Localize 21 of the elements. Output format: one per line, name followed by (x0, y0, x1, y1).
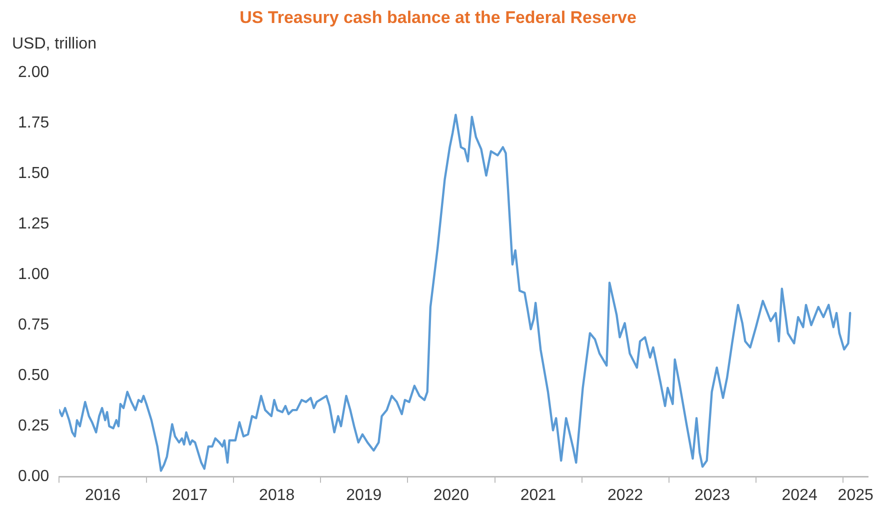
y-tick-label: 1.75 (18, 114, 50, 132)
x-tick-label: 2022 (607, 486, 644, 504)
x-tick-label: 2023 (694, 486, 730, 504)
y-tick-label: 1.50 (18, 164, 50, 182)
y-tick-label: 2.00 (18, 64, 50, 81)
x-tick-label: 2016 (84, 486, 121, 504)
x-tick-label: 2019 (346, 486, 382, 504)
x-tick-label: 2018 (259, 486, 295, 504)
y-tick-label: 0.00 (18, 468, 50, 486)
y-tick-label: 0.50 (18, 367, 50, 384)
y-tick-label: 0.75 (18, 316, 50, 334)
x-tick-label: 2025 (838, 486, 874, 504)
chart-title: US Treasury cash balance at the Federal Reserve (240, 8, 636, 27)
x-tick-label: 2017 (172, 486, 208, 504)
y-tick-label: 0.25 (18, 418, 50, 435)
y-tick-label: 1.25 (18, 215, 50, 232)
y-axis-title: USD, trillion (12, 35, 96, 52)
x-tick-label: 2021 (520, 486, 556, 504)
x-tick-label: 2020 (433, 486, 470, 504)
x-tick-label: 2024 (782, 486, 818, 504)
y-tick-label: 1.00 (18, 266, 50, 284)
